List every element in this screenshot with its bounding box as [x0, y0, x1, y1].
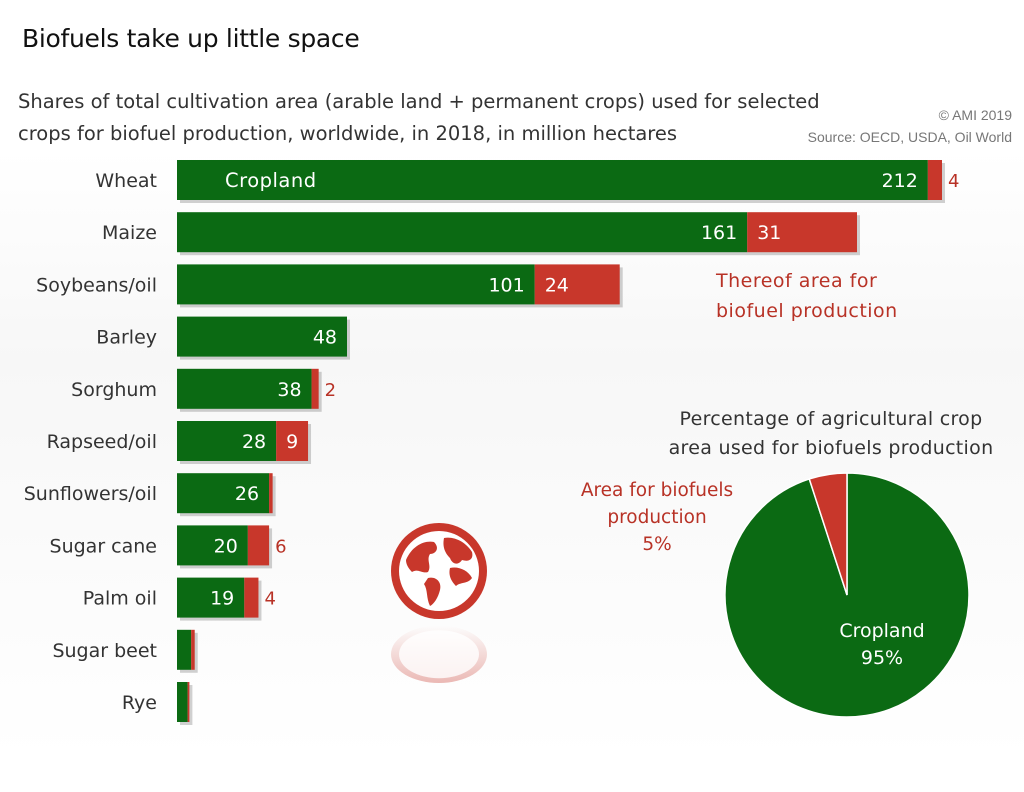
chart-subtitle: Shares of total cultivation area (arable… [18, 90, 820, 145]
globe-icon [391, 523, 487, 683]
pie-label-biofuel-pct: 5% [642, 534, 672, 555]
value-label-biofuel: 2 [325, 380, 336, 401]
globe-main [391, 523, 487, 619]
bar-biofuel [311, 368, 319, 409]
bar-cropland [177, 264, 535, 305]
bar-cropland [177, 682, 188, 722]
value-label-biofuel: 31 [757, 222, 781, 244]
biofuel-legend-callout: Thereof area for biofuel production [716, 266, 898, 326]
pie-title-line1: Percentage of agricultural crop [679, 408, 983, 430]
pie-label-biofuel: Area for biofuels production 5% [560, 477, 754, 558]
pie-title: Percentage of agricultural crop area use… [648, 405, 1014, 463]
pie-slice-biofuel [808, 472, 848, 596]
bar-cropland [177, 577, 245, 618]
value-label-cropland: 212 [882, 170, 918, 192]
pie-label-cropland: Cropland 95% [790, 618, 974, 672]
biofuel-callout-line1: Thereof area for [716, 270, 878, 292]
category-label: Rye [122, 692, 157, 714]
globe-reflection [391, 625, 487, 683]
category-label: Soybeans/oil [36, 274, 157, 296]
category-label: Sugar cane [50, 535, 157, 557]
value-label-cropland: 20 [214, 535, 238, 557]
pie-chart [724, 472, 970, 718]
category-label: Sunflowers/oil [24, 483, 157, 505]
value-label-cropland: 26 [235, 483, 259, 505]
category-label: Palm oil [83, 588, 157, 610]
category-label: Barley [96, 327, 157, 349]
bar-biofuel [244, 577, 259, 618]
bar-cropland [177, 525, 248, 566]
value-label-biofuel: 9 [286, 431, 298, 453]
bar-cropland [177, 368, 312, 409]
bar-cropland [177, 160, 928, 200]
value-label-cropland: 38 [277, 379, 301, 401]
bar-cropland [177, 421, 277, 461]
bar-biofuel [534, 264, 620, 305]
pie-label-biofuel-line1: Area for biofuels [580, 480, 734, 501]
value-label-cropland: 19 [210, 588, 234, 610]
bar-biofuel [269, 473, 273, 514]
value-label-cropland: 161 [701, 222, 737, 244]
copyright-text: © AMI 2019 [938, 107, 1012, 123]
category-label: Wheat [95, 170, 157, 192]
bar-biofuel [187, 682, 190, 722]
value-label-biofuel: 6 [275, 536, 286, 557]
pie-label-cropland-line1: Cropland [839, 620, 925, 642]
pie-label-cropland-pct: 95% [860, 647, 904, 669]
bar-biofuel [927, 160, 942, 200]
category-label: Sorghum [71, 379, 157, 401]
pie-title-line2: area used for biofuels production [668, 437, 994, 459]
category-label: Maize [102, 222, 157, 244]
bar-cropland [177, 316, 347, 357]
source-text: Source: OECD, USDA, Oil World [807, 129, 1012, 145]
bar-cropland [177, 212, 748, 253]
biofuel-callout-line2: biofuel production [716, 300, 898, 322]
value-label-cropland: 28 [242, 431, 266, 453]
category-label: Sugar beet [52, 640, 157, 662]
bar-biofuel [191, 629, 195, 670]
bar-biofuel [747, 212, 857, 253]
category-label: Rapseed/oil [47, 431, 157, 453]
value-label-biofuel: 4 [948, 171, 959, 192]
bar-biofuel [276, 421, 309, 461]
value-label-cropland: 48 [313, 327, 337, 349]
value-label-biofuel: 4 [264, 589, 275, 610]
pie-label-biofuel-line2: production [607, 507, 707, 528]
bar-cropland [177, 473, 270, 514]
cropland-callout: Cropland [225, 169, 317, 192]
value-label-cropland: 101 [488, 274, 524, 296]
bar-cropland [177, 629, 192, 670]
credit-block: © AMI 2019 Source: OECD, USDA, Oil World [808, 104, 1012, 148]
value-label-biofuel: 24 [545, 274, 569, 296]
chart-title: Biofuels take up little space [22, 24, 360, 53]
bar-biofuel [247, 525, 270, 566]
